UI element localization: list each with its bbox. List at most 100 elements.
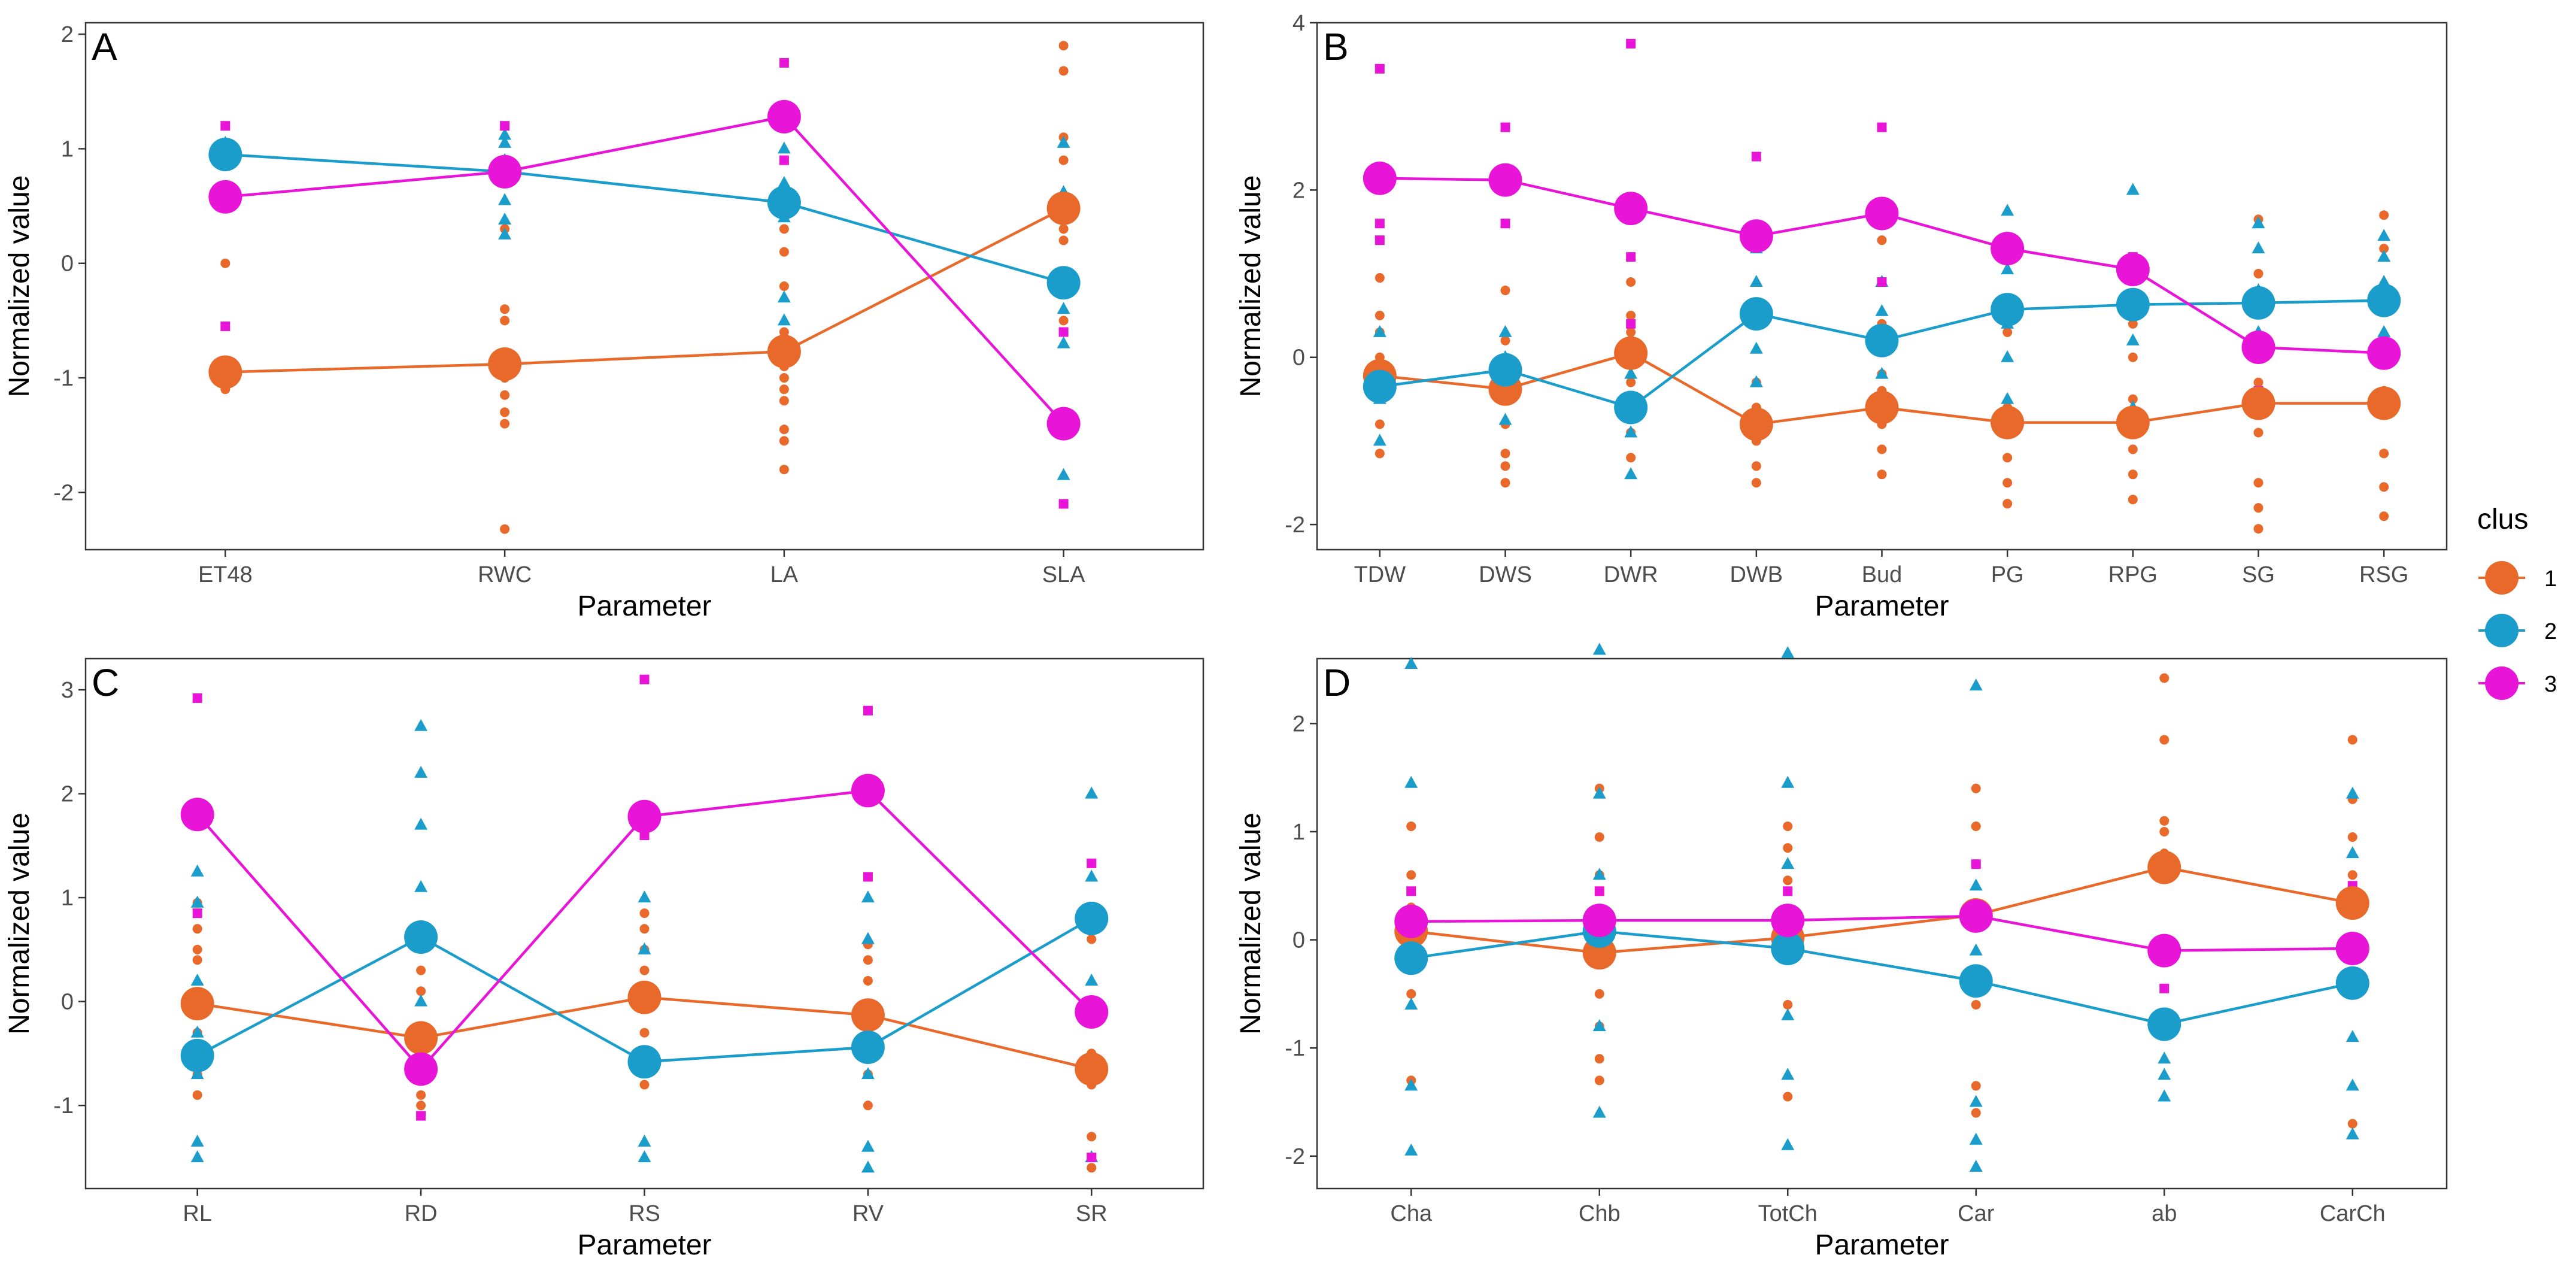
point-clus-2 — [1057, 302, 1070, 314]
point-clus-3 — [639, 674, 650, 684]
x-tick-label: ab — [2152, 1201, 2177, 1226]
point-clus-1 — [639, 965, 650, 975]
mean-marker-clus-1 — [2367, 386, 2401, 420]
point-clus-1 — [1971, 1081, 1981, 1091]
mean-marker-clus-2 — [2116, 287, 2150, 322]
mean-marker-clus-1 — [627, 980, 662, 1014]
mean-marker-clus-2 — [1771, 932, 1805, 966]
point-clus-2 — [1969, 878, 1983, 891]
y-axis-title: Normalized value — [4, 175, 35, 398]
mean-marker-clus-3 — [767, 99, 801, 134]
y-tick-label: 3 — [61, 678, 74, 703]
point-clus-2 — [2158, 1051, 2171, 1064]
point-clus-1 — [1783, 843, 1793, 853]
point-clus-2 — [777, 313, 791, 326]
point-clus-1 — [1375, 419, 1385, 429]
point-clus-3 — [1500, 219, 1510, 229]
point-clus-2 — [1969, 678, 1983, 691]
mean-marker-clus-2 — [1488, 353, 1522, 387]
point-clus-2 — [1749, 275, 1763, 287]
mean-marker-clus-2 — [1614, 390, 1648, 425]
x-tick-label: DWS — [1479, 562, 1532, 587]
point-clus-2 — [2001, 392, 2014, 404]
point-clus-1 — [500, 524, 510, 534]
x-tick-label: Chb — [1579, 1201, 1621, 1226]
panel-d: -2 -1 0 1 2 Cha Chb TotCh Car ab CarCh Parameter Nor… — [1235, 642, 2448, 1261]
point-clus-2 — [2158, 1068, 2171, 1080]
y-axis-title: Normalized value — [4, 813, 35, 1035]
point-clus-2 — [638, 942, 651, 954]
point-clus-2 — [2126, 333, 2140, 345]
point-clus-1 — [2128, 444, 2138, 454]
point-clus-3 — [1626, 252, 1636, 262]
panel-label: D — [1323, 661, 1351, 704]
point-clus-1 — [1751, 478, 1761, 488]
point-clus-1 — [639, 908, 650, 919]
mean-marker-clus-1 — [1075, 1052, 1109, 1086]
point-clus-2 — [190, 1067, 204, 1080]
point-clus-1 — [779, 224, 789, 234]
point-clus-1 — [2253, 377, 2264, 387]
plot-frame — [1316, 657, 2448, 1190]
mean-marker-clus-2 — [1394, 941, 1428, 975]
point-clus-2 — [1592, 642, 1606, 655]
point-clus-3 — [1087, 858, 1097, 868]
point-clus-1 — [2347, 832, 2357, 842]
mean-marker-clus-1 — [2241, 386, 2275, 420]
point-clus-2 — [190, 1150, 204, 1162]
point-clus-2 — [1875, 366, 1889, 379]
mean-line-clus-3 — [1411, 914, 2353, 952]
point-clus-2 — [414, 994, 428, 1007]
point-clus-1 — [2128, 352, 2138, 362]
mean-marker-clus-1 — [488, 347, 522, 381]
point-clus-1 — [1058, 155, 1069, 165]
point-clus-2 — [1969, 1132, 1983, 1145]
point-clus-2 — [1498, 413, 1512, 425]
mean-marker-clus-2 — [1739, 297, 1773, 331]
legend-marker-2 — [2485, 614, 2519, 647]
x-tick-label: RSG — [2359, 562, 2408, 587]
mean-marker-clus-2 — [767, 186, 801, 220]
point-clus-2 — [190, 1134, 204, 1147]
x-tick-label: TotCh — [1758, 1201, 1818, 1226]
point-clus-1 — [1626, 453, 1636, 463]
point-clus-1 — [1406, 870, 1416, 880]
x-tick-label: SLA — [1042, 562, 1085, 587]
point-clus-2 — [2377, 229, 2391, 241]
y-tick-label: 2 — [1292, 178, 1305, 203]
y-tick-label: -2 — [1285, 513, 1305, 538]
mean-marker-clus-1 — [1614, 336, 1648, 370]
point-clus-1 — [192, 955, 202, 965]
mean-marker-clus-3 — [2116, 253, 2150, 287]
x-axis-title: Parameter — [577, 1229, 711, 1261]
point-clus-1 — [2128, 495, 2138, 505]
mean-marker-clus-1 — [404, 1021, 438, 1055]
x-tick-label: RL — [183, 1201, 212, 1226]
y-tick-label: -2 — [53, 480, 74, 505]
point-clus-2 — [2001, 350, 2014, 362]
point-clus-2 — [498, 227, 512, 240]
point-clus-2 — [190, 895, 204, 908]
mean-marker-clus-2 — [404, 920, 438, 954]
mean-line-clus-1 — [225, 207, 1064, 374]
point-clus-1 — [1783, 1092, 1793, 1102]
point-clus-1 — [2379, 448, 2389, 459]
point-clus-1 — [500, 407, 510, 417]
point-clus-3 — [1594, 886, 1604, 896]
point-clus-2 — [1404, 997, 1418, 1010]
point-clus-3 — [1877, 277, 1887, 287]
point-clus-1 — [1971, 783, 1981, 793]
point-clus-3 — [1375, 63, 1385, 74]
mean-line-clus-3 — [225, 115, 1065, 425]
point-clus-1 — [1594, 989, 1604, 999]
x-tick-label: SG — [2242, 562, 2275, 587]
point-clus-1 — [1500, 335, 1510, 345]
point-clus-1 — [863, 1101, 873, 1111]
panel-a: -2 -1 0 1 2 ET48 RWC LA SLA Parameter Normalized v… — [4, 22, 1204, 622]
mean-marker-clus-3 — [488, 154, 522, 189]
point-clus-2 — [2126, 183, 2140, 195]
point-clus-3 — [1626, 38, 1636, 49]
point-clus-3 — [192, 908, 202, 919]
point-clus-2 — [414, 817, 428, 830]
mean-marker-clus-2 — [1959, 964, 1993, 998]
